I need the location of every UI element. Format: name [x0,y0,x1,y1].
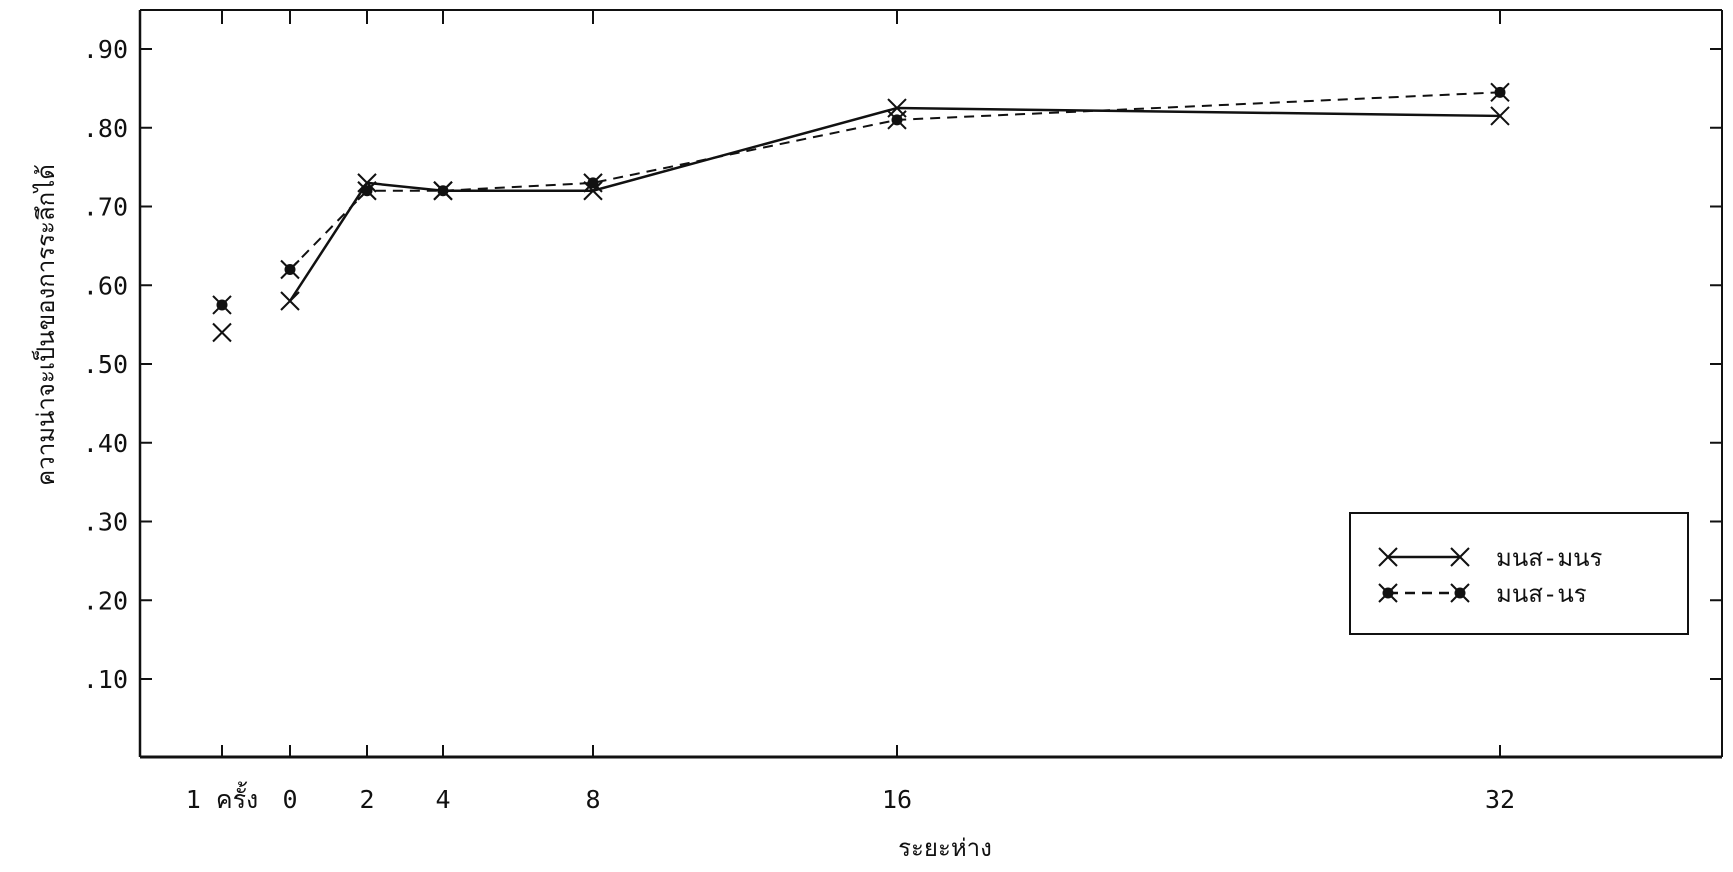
data-point [284,264,296,275]
data-point [361,185,373,197]
legend-marker [1454,587,1466,599]
data-point [583,181,603,201]
x-axis-label: ระยะห่าง [898,834,992,862]
x-tick-label: 2 [359,785,374,814]
data-point [1494,86,1506,98]
data-point [891,114,903,126]
plot-frame [138,9,1723,759]
series-line [289,91,1501,271]
x-tick-label: 1 ครั้ง [186,781,258,814]
legend-marker [1378,547,1398,567]
data-point [587,177,599,189]
x-axis: 1 ครั้ง 0 2 4 8 16 32 [186,10,1515,814]
series-1 [280,98,1510,311]
data-point [357,173,377,193]
series-layer [280,82,1510,311]
legend-label: มนส-มนร [1496,544,1603,572]
y-tick-label: .30 [83,508,128,537]
y-tick-label: .70 [83,193,128,222]
single-presentation-points [212,295,232,343]
x-tick-label: 4 [435,785,450,814]
y-tick-label: .20 [83,586,128,615]
y-axis: .10 .20 .30 .40 .50 .60 .70 .80 .90 [83,35,1722,694]
data-point [280,291,300,311]
x-tick-label: 32 [1485,785,1515,814]
y-tick-label: .90 [83,35,128,64]
legend-box [1349,512,1689,635]
x-tick-label: 16 [882,785,912,814]
y-axis-label: ความน่าจะเป็นของการระลึกได้ [31,164,60,486]
legend-marker [1382,587,1394,599]
data-point [1490,106,1510,126]
data-point-single-2 [216,299,228,311]
data-point [437,185,449,197]
series-2 [280,82,1510,280]
y-tick-label: .40 [83,429,128,458]
legend-marker [1450,547,1470,567]
y-tick-label: .10 [83,665,128,694]
legend-item-1: มนส-มนร [1378,544,1603,572]
series-line [288,106,1501,302]
y-tick-label: .60 [83,271,128,300]
data-point-single-1 [212,322,232,343]
y-tick-label: .80 [83,114,128,143]
x-tick-label: 0 [282,785,297,814]
legend-label: มนส-นร [1496,580,1587,608]
x-tick-label: 8 [585,785,600,814]
legend-item-2: มนส-นร [1378,580,1587,608]
y-tick-label: .50 [83,350,128,379]
